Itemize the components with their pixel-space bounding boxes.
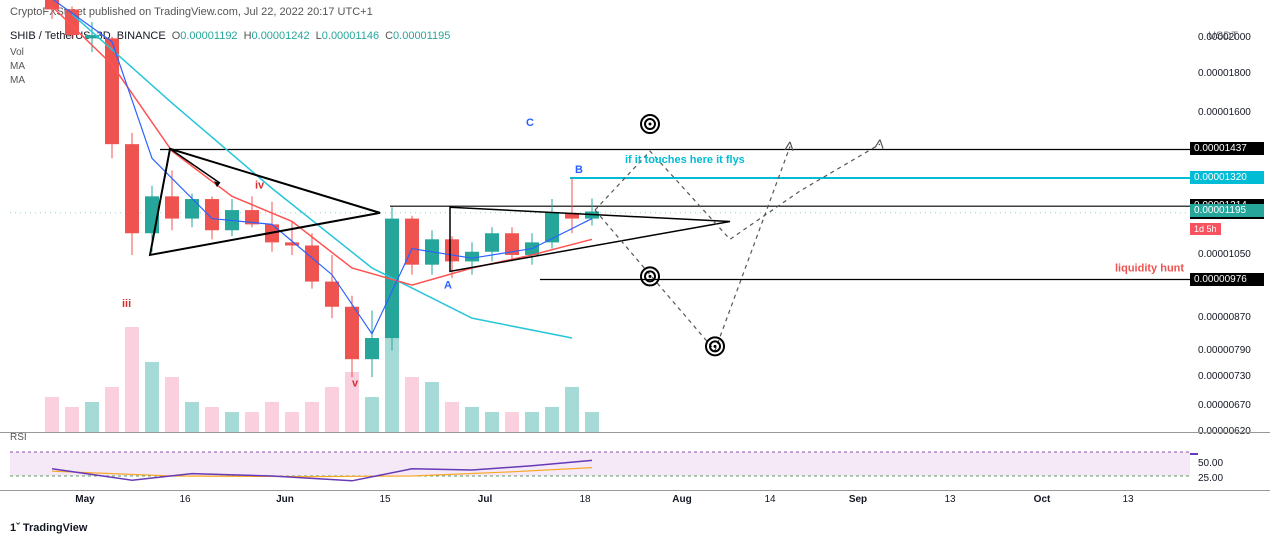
svg-text:if it touches here it flys: if it touches here it flys [625, 154, 745, 166]
tradingview-logo: 1ˇ TradingView [10, 522, 87, 534]
svg-text:iv: iv [255, 179, 265, 191]
price-chart[interactable]: iii iv v A C Bif it touches here it flys liqui… [10, 22, 1190, 432]
price-axis[interactable]: 0.000020000.000018000.000016000.00001050… [1190, 22, 1280, 432]
svg-text:liquidity hunt: liquidity hunt [1115, 262, 1184, 274]
svg-text:iii: iii [122, 298, 131, 310]
svg-text:v: v [352, 377, 359, 389]
rsi-axis: 50.0025.00 [1190, 446, 1280, 488]
rsi-pane[interactable]: RSI [10, 446, 1190, 488]
svg-text:A: A [444, 280, 452, 292]
svg-text:B: B [575, 164, 583, 176]
svg-text:C: C [526, 117, 534, 129]
